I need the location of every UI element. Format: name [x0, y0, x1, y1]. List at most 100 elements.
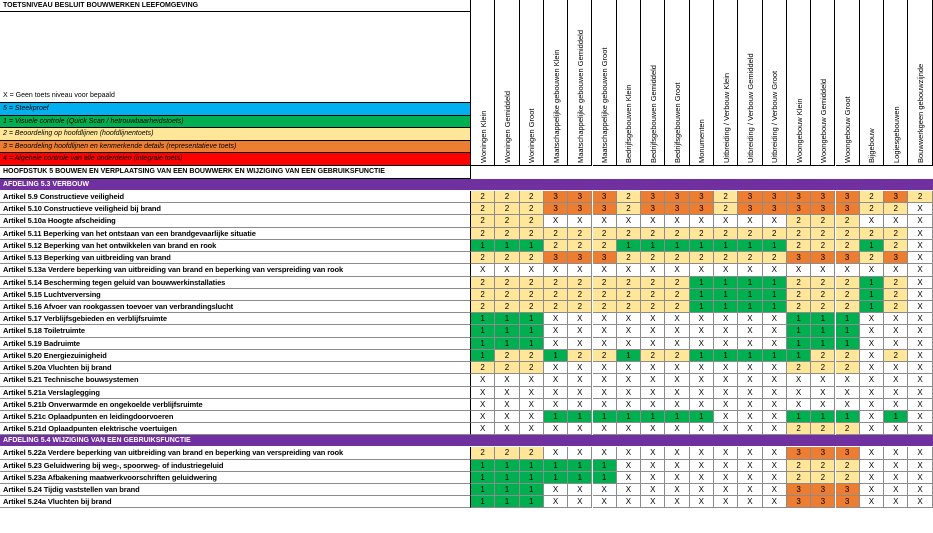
- value-cell[interactable]: 1: [495, 484, 520, 497]
- value-cell[interactable]: 2: [786, 300, 812, 314]
- value-cell[interactable]: 2: [786, 276, 812, 289]
- value-cell[interactable]: X: [738, 313, 763, 326]
- afdeling-heading[interactable]: AFDELING 5.4 WIJZIGING VAN EEN GEBRUIKSF…: [0, 435, 933, 448]
- column-header[interactable]: Bijgebouw: [859, 0, 885, 166]
- value-cell[interactable]: 1: [519, 471, 544, 485]
- value-cell[interactable]: X: [665, 471, 690, 485]
- value-cell[interactable]: 1: [835, 313, 860, 326]
- value-cell[interactable]: 1: [762, 239, 787, 253]
- value-cell[interactable]: 2: [471, 203, 496, 216]
- value-cell[interactable]: 2: [641, 227, 666, 240]
- value-cell[interactable]: 2: [811, 227, 836, 240]
- value-cell[interactable]: X: [738, 264, 763, 277]
- article-label[interactable]: Artikel 5.20 Energiezuinigheid: [0, 349, 471, 363]
- value-cell[interactable]: 1: [714, 349, 739, 363]
- value-cell[interactable]: X: [714, 374, 739, 387]
- value-cell[interactable]: 1: [689, 410, 714, 424]
- value-cell[interactable]: 2: [786, 215, 812, 228]
- value-cell[interactable]: 2: [811, 276, 836, 289]
- value-cell[interactable]: 1: [543, 410, 569, 424]
- value-cell[interactable]: 3: [689, 203, 714, 216]
- value-cell[interactable]: 2: [786, 288, 812, 301]
- value-cell[interactable]: 2: [519, 276, 544, 289]
- value-cell[interactable]: X: [471, 264, 496, 277]
- value-cell[interactable]: 3: [835, 447, 860, 460]
- value-cell[interactable]: X: [762, 447, 787, 460]
- value-cell[interactable]: X: [738, 398, 763, 411]
- value-cell[interactable]: 2: [835, 349, 860, 363]
- value-cell[interactable]: 2: [835, 362, 860, 375]
- value-cell[interactable]: 2: [495, 349, 520, 363]
- value-cell[interactable]: X: [543, 398, 569, 411]
- value-cell[interactable]: X: [568, 423, 593, 436]
- value-cell[interactable]: 2: [519, 191, 544, 204]
- value-cell[interactable]: X: [859, 362, 885, 375]
- value-cell[interactable]: 1: [543, 459, 569, 472]
- value-cell[interactable]: 2: [665, 227, 690, 240]
- article-label[interactable]: Artikel 5.14 Bescherming tegen geluid va…: [0, 276, 471, 289]
- value-cell[interactable]: 3: [568, 252, 593, 265]
- column-header[interactable]: Bedrijfsgebouwen Klein: [616, 0, 642, 166]
- article-label[interactable]: Artikel 5.21d Oplaadpunten elektrische v…: [0, 423, 471, 436]
- value-cell[interactable]: X: [762, 484, 787, 497]
- value-cell[interactable]: X: [616, 398, 642, 411]
- value-cell[interactable]: X: [616, 313, 642, 326]
- value-cell[interactable]: 2: [835, 423, 860, 436]
- value-cell[interactable]: X: [762, 313, 787, 326]
- value-cell[interactable]: 2: [811, 471, 836, 485]
- value-cell[interactable]: 3: [689, 191, 714, 204]
- value-cell[interactable]: X: [519, 423, 544, 436]
- value-cell[interactable]: X: [641, 362, 666, 375]
- value-cell[interactable]: X: [908, 459, 933, 472]
- value-cell[interactable]: X: [811, 374, 836, 387]
- value-cell[interactable]: 1: [762, 300, 787, 314]
- value-cell[interactable]: X: [543, 215, 569, 228]
- value-cell[interactable]: X: [738, 215, 763, 228]
- value-cell[interactable]: X: [543, 386, 569, 399]
- value-cell[interactable]: 2: [471, 300, 496, 314]
- value-cell[interactable]: 1: [738, 288, 763, 301]
- value-cell[interactable]: 2: [835, 459, 860, 472]
- value-cell[interactable]: 3: [592, 252, 617, 265]
- value-cell[interactable]: 2: [859, 191, 885, 204]
- column-header[interactable]: Bouwwerkgeen gebouwzijnde: [908, 0, 933, 166]
- value-cell[interactable]: 1: [641, 239, 666, 253]
- value-cell[interactable]: 2: [835, 276, 860, 289]
- value-cell[interactable]: 2: [616, 252, 642, 265]
- value-cell[interactable]: X: [592, 398, 617, 411]
- value-cell[interactable]: X: [641, 398, 666, 411]
- value-cell[interactable]: X: [714, 398, 739, 411]
- value-cell[interactable]: X: [908, 313, 933, 326]
- value-cell[interactable]: X: [495, 374, 520, 387]
- value-cell[interactable]: 2: [471, 191, 496, 204]
- value-cell[interactable]: 2: [471, 276, 496, 289]
- article-label[interactable]: Artikel 5.19 Badruimte: [0, 337, 471, 350]
- value-cell[interactable]: 2: [665, 300, 690, 314]
- value-cell[interactable]: 3: [835, 252, 860, 265]
- value-cell[interactable]: 3: [665, 203, 690, 216]
- value-cell[interactable]: X: [616, 374, 642, 387]
- value-cell[interactable]: X: [884, 313, 909, 326]
- column-header[interactable]: Maatschappelijke gebouwen Klein: [543, 0, 569, 166]
- value-cell[interactable]: 2: [568, 288, 593, 301]
- value-cell[interactable]: 1: [811, 337, 836, 350]
- value-cell[interactable]: 3: [641, 191, 666, 204]
- value-cell[interactable]: X: [738, 496, 763, 509]
- value-cell[interactable]: 3: [786, 191, 812, 204]
- value-cell[interactable]: 2: [641, 349, 666, 363]
- value-cell[interactable]: X: [835, 386, 860, 399]
- value-cell[interactable]: 1: [519, 459, 544, 472]
- value-cell[interactable]: 1: [641, 410, 666, 424]
- value-cell[interactable]: X: [714, 447, 739, 460]
- article-label[interactable]: Artikel 5.16 Afvoer van rookgassen toevo…: [0, 300, 471, 314]
- column-header[interactable]: Woongebouw Gemiddeld: [811, 0, 836, 166]
- value-cell[interactable]: X: [762, 215, 787, 228]
- value-cell[interactable]: X: [665, 386, 690, 399]
- value-cell[interactable]: X: [543, 496, 569, 509]
- value-cell[interactable]: 1: [859, 239, 885, 253]
- value-cell[interactable]: X: [738, 447, 763, 460]
- value-cell[interactable]: 2: [616, 191, 642, 204]
- value-cell[interactable]: 3: [786, 484, 812, 497]
- value-cell[interactable]: X: [616, 496, 642, 509]
- value-cell[interactable]: 2: [811, 423, 836, 436]
